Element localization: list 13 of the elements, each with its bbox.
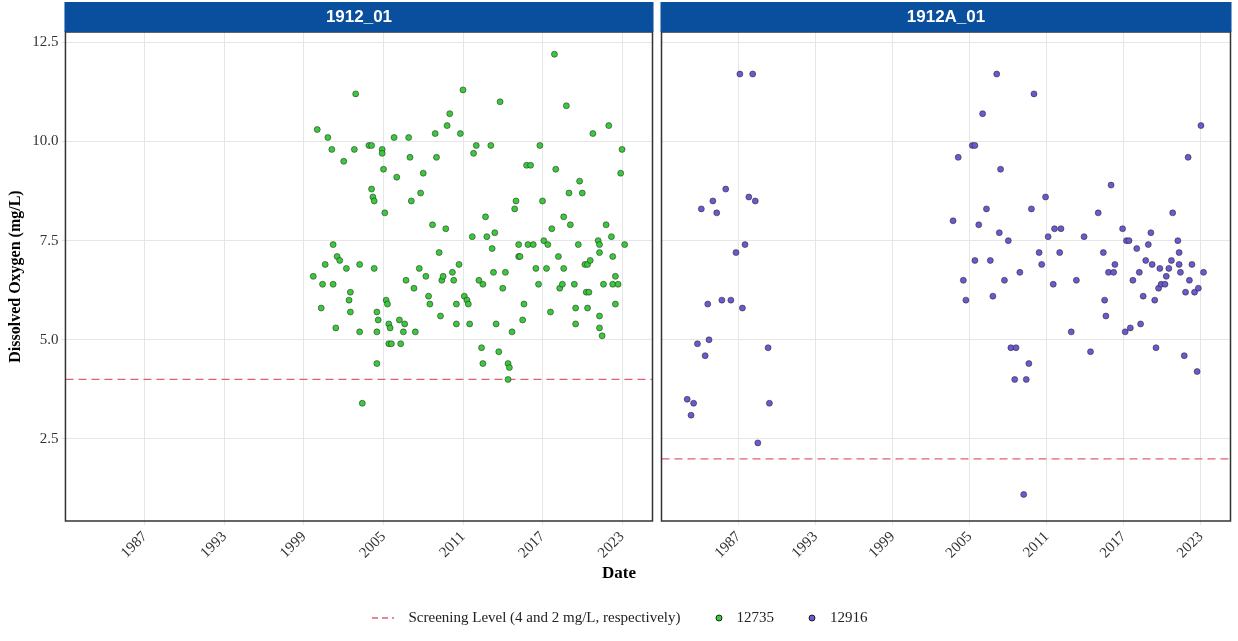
y-axis-title: Dissolved Oxygen (mg/L)	[5, 190, 24, 363]
y-tick-label: 12.5	[32, 33, 59, 50]
y-tick-label: 5.0	[39, 330, 59, 347]
chart-title: 1912A_01	[906, 6, 986, 26]
y-tick-label: 7.5	[39, 231, 59, 248]
x-tick-label: 1993	[196, 528, 230, 561]
chart-title: 1912_01	[325, 6, 393, 26]
x-axis-title: Date	[601, 563, 637, 583]
legend-label: 12916	[830, 609, 868, 626]
y-tick-label: 2.5	[39, 429, 59, 446]
legend-label: Screening Level (4 and 2 mg/L, respectively)	[408, 609, 681, 626]
y-tick-label: 10.0	[32, 132, 59, 149]
legend-label: 12735	[736, 609, 774, 626]
